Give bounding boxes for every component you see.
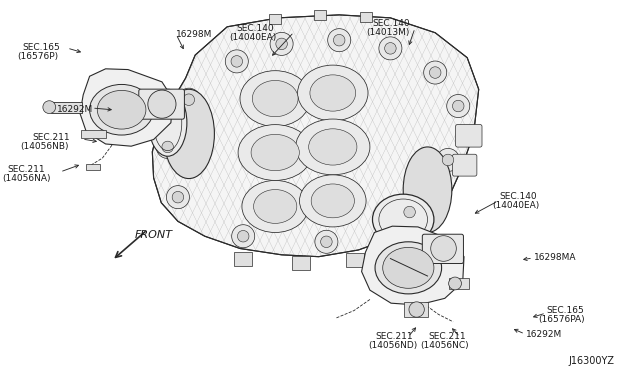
Circle shape	[156, 135, 179, 158]
Circle shape	[321, 236, 332, 247]
Polygon shape	[362, 226, 464, 305]
Ellipse shape	[240, 71, 310, 126]
Ellipse shape	[251, 134, 300, 171]
FancyBboxPatch shape	[456, 125, 482, 147]
Bar	[346, 253, 364, 267]
Circle shape	[404, 206, 415, 218]
Ellipse shape	[253, 189, 297, 223]
Text: (14056ND): (14056ND)	[368, 341, 417, 350]
FancyBboxPatch shape	[452, 154, 477, 176]
Polygon shape	[80, 69, 173, 146]
Ellipse shape	[296, 119, 370, 175]
Circle shape	[409, 302, 424, 317]
Text: (14056NB): (14056NB)	[20, 142, 68, 151]
Ellipse shape	[238, 125, 312, 180]
Bar	[404, 302, 428, 317]
Circle shape	[447, 94, 470, 118]
Polygon shape	[152, 15, 479, 257]
Ellipse shape	[372, 194, 434, 245]
Ellipse shape	[308, 129, 357, 165]
FancyBboxPatch shape	[422, 234, 463, 263]
Ellipse shape	[403, 147, 452, 232]
Bar	[234, 252, 252, 266]
Text: SEC.140: SEC.140	[236, 24, 274, 33]
Circle shape	[162, 141, 173, 153]
Circle shape	[237, 231, 249, 242]
Circle shape	[436, 148, 460, 171]
Bar	[360, 12, 372, 22]
Circle shape	[231, 56, 243, 67]
Bar	[292, 256, 310, 270]
Circle shape	[148, 90, 176, 118]
Circle shape	[449, 277, 461, 290]
Ellipse shape	[298, 65, 368, 121]
Ellipse shape	[310, 75, 356, 111]
Ellipse shape	[163, 89, 214, 179]
Circle shape	[385, 43, 396, 54]
Ellipse shape	[311, 184, 355, 218]
Bar	[269, 15, 281, 25]
Circle shape	[315, 230, 338, 253]
Text: SEC.165: SEC.165	[22, 43, 60, 52]
Text: (14040EA): (14040EA)	[492, 201, 540, 210]
Text: J16300YZ: J16300YZ	[568, 356, 614, 366]
Bar	[449, 278, 469, 289]
Circle shape	[424, 61, 447, 84]
Circle shape	[398, 201, 421, 224]
Circle shape	[429, 67, 441, 78]
Ellipse shape	[90, 84, 154, 135]
Circle shape	[225, 50, 248, 73]
Ellipse shape	[148, 89, 187, 156]
Bar	[51, 102, 82, 113]
Text: (16576P): (16576P)	[17, 52, 58, 61]
Text: SEC.211: SEC.211	[7, 165, 45, 174]
Circle shape	[177, 88, 200, 111]
Ellipse shape	[300, 175, 366, 227]
Circle shape	[333, 35, 345, 46]
Circle shape	[43, 101, 56, 113]
Text: 16292M: 16292M	[526, 330, 563, 339]
Text: SEC.211: SEC.211	[32, 133, 70, 142]
Circle shape	[379, 37, 402, 60]
Ellipse shape	[252, 80, 298, 117]
Circle shape	[172, 192, 184, 203]
Ellipse shape	[97, 90, 146, 129]
Circle shape	[431, 236, 456, 261]
Circle shape	[232, 225, 255, 248]
Circle shape	[183, 94, 195, 105]
Text: SEC.140: SEC.140	[372, 19, 410, 28]
Circle shape	[452, 100, 464, 112]
Text: FRONT: FRONT	[135, 230, 173, 240]
Circle shape	[328, 29, 351, 52]
Circle shape	[276, 38, 287, 49]
Circle shape	[442, 154, 454, 166]
Text: (14056NC): (14056NC)	[420, 341, 468, 350]
Ellipse shape	[383, 247, 434, 288]
Text: (14040EA): (14040EA)	[229, 33, 276, 42]
Circle shape	[270, 32, 293, 55]
Text: SEC.165: SEC.165	[546, 306, 584, 315]
Text: 16298MA: 16298MA	[534, 253, 577, 262]
Text: 16292M: 16292M	[57, 105, 93, 114]
Text: (14056NA): (14056NA)	[2, 174, 51, 183]
Text: (16576PA): (16576PA)	[538, 315, 584, 324]
Bar	[314, 10, 326, 20]
Bar	[86, 164, 100, 170]
Text: SEC.211: SEC.211	[375, 332, 413, 341]
Circle shape	[166, 186, 189, 209]
Text: (14013M): (14013M)	[366, 28, 410, 37]
Ellipse shape	[242, 180, 308, 232]
Text: SEC.140: SEC.140	[499, 192, 536, 201]
Text: SEC.211: SEC.211	[428, 332, 466, 341]
Ellipse shape	[375, 242, 442, 294]
FancyBboxPatch shape	[139, 89, 184, 119]
Bar	[81, 130, 106, 138]
Text: 16298M: 16298M	[176, 30, 212, 39]
